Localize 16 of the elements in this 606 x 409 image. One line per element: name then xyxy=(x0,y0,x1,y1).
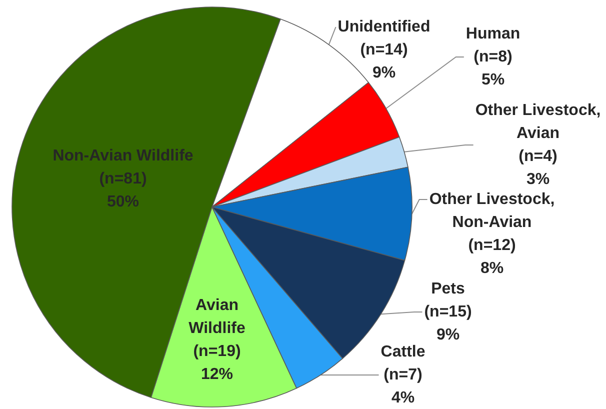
slice-label: Other Livestock, Non-Avian xyxy=(429,191,555,231)
data-label: (n=81) 50% xyxy=(99,170,147,210)
data-label: (n=14) 9% xyxy=(360,42,408,82)
data-label: (n=4) 3% xyxy=(518,148,558,188)
slice-label: Avian Wildlife xyxy=(188,297,246,337)
data-label: (n=7) 4% xyxy=(384,366,422,406)
slice-label: Non-Avian Wildlife xyxy=(52,148,194,164)
slice-label: Human xyxy=(466,26,520,42)
slice-label: Cattle xyxy=(380,344,426,360)
data-label: (n=19) 12% xyxy=(193,343,241,383)
data-label: (n=8) 5% xyxy=(474,48,512,88)
slice-label: Pets xyxy=(431,280,465,298)
slice-label: Other Livestock, Avian xyxy=(475,102,601,142)
data-label: (n=15) 9% xyxy=(424,304,472,344)
slice-label: Unidentified xyxy=(338,18,430,36)
data-label: (n=12) 8% xyxy=(468,237,516,277)
